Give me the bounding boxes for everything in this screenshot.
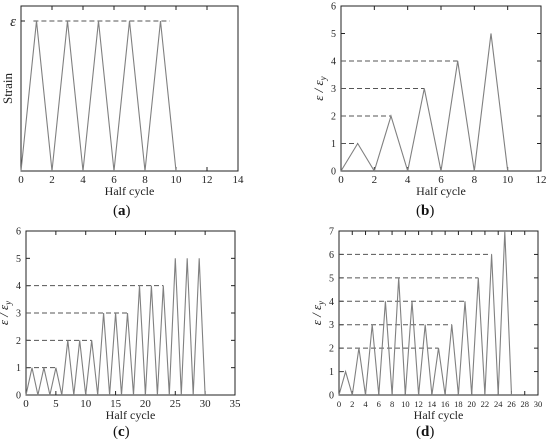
x-tick-label: 6 <box>377 399 381 409</box>
series-line <box>340 33 509 173</box>
y-tick-label: 1 <box>16 363 21 374</box>
x-tick-label: 8 <box>390 399 394 409</box>
x-tick-label: 28 <box>520 399 529 409</box>
series-line <box>20 20 177 172</box>
x-tick-label: 10 <box>171 174 183 186</box>
y-tick-label: 6 <box>331 2 336 13</box>
x-tick-label: 4 <box>363 399 368 409</box>
x-tick-label: 30 <box>534 399 543 409</box>
x-tick-label: 24 <box>494 399 503 409</box>
x-tick-label: 35 <box>230 398 242 410</box>
y-tick-label: 2 <box>331 112 336 123</box>
x-tick-label: 12 <box>202 174 213 186</box>
y-tick-label: 4 <box>329 297 334 308</box>
y-tick-label: 2 <box>16 336 21 347</box>
x-axis-title: Half cycle <box>414 408 464 422</box>
x-tick-label: 4 <box>80 174 86 186</box>
y-tick-label: 1 <box>329 367 334 378</box>
x-tick-label: 2 <box>49 174 55 186</box>
y-tick-label: 3 <box>331 84 336 95</box>
x-tick-label: 20 <box>140 398 152 410</box>
y-axis-title: ε / εy <box>0 301 13 325</box>
x-tick-label: 4 <box>405 174 411 186</box>
series-line <box>25 258 206 396</box>
y-symbol-label: ε <box>10 14 16 30</box>
y-tick-label: 2 <box>329 344 334 355</box>
x-tick-label: 10 <box>80 398 92 410</box>
y-tick-label: 3 <box>16 309 21 320</box>
x-tick-label: 14 <box>428 399 437 409</box>
y-tick-label: 5 <box>329 273 334 284</box>
x-tick-label: 22 <box>481 399 490 409</box>
x-tick-label: 16 <box>441 399 450 409</box>
x-tick-label: 8 <box>142 174 148 186</box>
plot-frame <box>20 5 239 172</box>
x-tick-label: 2 <box>372 174 378 186</box>
series-line <box>338 230 513 396</box>
x-tick-label: 18 <box>454 399 463 409</box>
x-tick-label: 6 <box>111 174 117 186</box>
y-tick-label: 0 <box>331 167 336 178</box>
y-tick-label: 4 <box>16 281 21 292</box>
x-tick-label: 26 <box>507 399 516 409</box>
x-tick-label: 12 <box>414 399 423 409</box>
y-tick-label: 0 <box>329 391 334 402</box>
y-tick-label: 0 <box>16 391 21 402</box>
panel-label-a: (a) <box>113 203 131 219</box>
y-tick-label: 5 <box>331 29 336 40</box>
x-tick-label: 0 <box>338 174 344 186</box>
x-tick-label: 20 <box>467 399 476 409</box>
y-tick-label: 3 <box>329 320 334 331</box>
y-tick-label: 6 <box>16 227 21 238</box>
x-tick-label: 25 <box>170 398 182 410</box>
x-axis-title: Half cycle <box>105 184 155 198</box>
x-tick-label: 5 <box>53 398 59 410</box>
y-axis-title: Strain <box>0 72 15 104</box>
panel-label-c: (c) <box>113 424 130 440</box>
x-tick-label: 14 <box>233 174 245 186</box>
x-tick-label: 0 <box>337 399 341 409</box>
panel-label-b: (b) <box>416 203 435 219</box>
y-axis-title: ε / εy <box>311 76 328 100</box>
chart-panel-a: 0 2 4 6 8 10 12 14 ε Half cycle Strain <box>0 5 245 198</box>
y-tick-label: 5 <box>16 254 21 265</box>
y-tick-label: 1 <box>331 139 336 150</box>
panel-label-d: (d) <box>416 424 435 440</box>
y-tick-label: 6 <box>329 250 334 261</box>
x-tick-label: 10 <box>401 399 410 409</box>
y-tick-label: 7 <box>329 227 334 238</box>
x-tick-label: 12 <box>536 174 547 186</box>
x-tick-label: 30 <box>200 398 212 410</box>
y-tick-label: 4 <box>331 57 336 68</box>
x-axis-title: Half cycle <box>106 408 156 422</box>
x-tick-label: 0 <box>23 398 29 410</box>
y-axis-title: ε / εy <box>309 301 326 325</box>
x-tick-label: 2 <box>350 399 354 409</box>
x-tick-label: 8 <box>472 174 478 186</box>
x-axis-title: Half cycle <box>416 184 466 198</box>
x-tick-label: 6 <box>438 174 444 186</box>
x-tick-label: 0 <box>18 174 24 186</box>
x-tick-label: 10 <box>502 174 514 186</box>
plot-frame <box>340 5 542 172</box>
chart-panel-d: 0 2 4 6 8 10 12 14 16 18 20 22 24 26 28 3001234567Half … <box>309 227 542 423</box>
x-tick-label: 15 <box>110 398 122 410</box>
chart-panel-c: 0 5 10 15 20 25 30 35 0 1 2 3 4 5 6 Half cycle ε / εy <box>0 227 241 423</box>
plot-frame <box>338 230 539 396</box>
